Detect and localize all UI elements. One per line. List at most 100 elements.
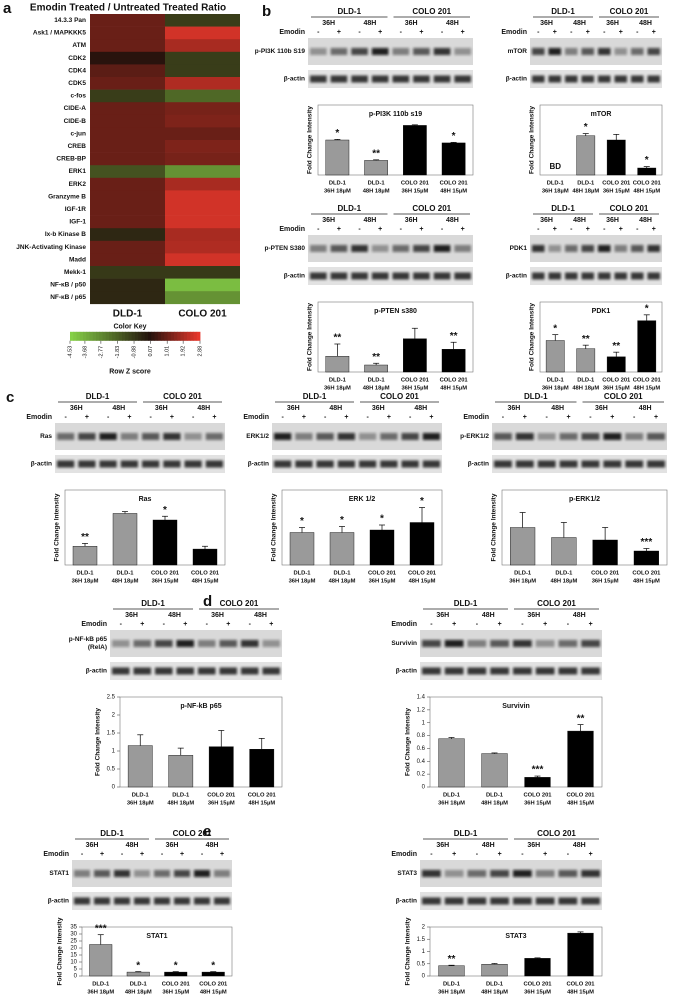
treatment-sign: - (317, 29, 320, 36)
x-tick-label: COLO 201 (440, 181, 469, 187)
time-label: 48H (363, 20, 376, 27)
treatment-sign: + (387, 414, 391, 421)
treatment-sign: + (85, 414, 89, 421)
bar (403, 338, 427, 373)
protein-label: ERK1/2 (246, 433, 269, 440)
group-label: COLO 201 (537, 829, 576, 838)
blot-band (134, 897, 150, 905)
treatment-sign: - (633, 414, 636, 421)
blot-membrane (530, 70, 662, 88)
treatment-sign: + (212, 414, 216, 421)
blot-band (422, 640, 441, 647)
treatment-sign: - (636, 226, 639, 233)
panel-label: b (262, 3, 271, 20)
heatmap-cell (165, 215, 240, 229)
x-tick-label: 48H 18µM (125, 990, 152, 996)
time-label: 48H (254, 612, 267, 619)
blot-band (490, 897, 509, 905)
blot-band (647, 48, 660, 55)
y-tick-label: 0.4 (417, 759, 426, 765)
color-key-swatch (128, 331, 133, 341)
color-key-swatch (92, 331, 97, 341)
blot-membrane (72, 892, 232, 910)
treatment-sign: - (201, 851, 204, 858)
blot-band (614, 48, 627, 55)
x-tick-label: DLD-1 (130, 982, 148, 988)
blot-band (444, 897, 464, 905)
group-label: COLO 201 (173, 829, 212, 838)
blot-band (413, 48, 430, 55)
significance: * (300, 516, 304, 527)
heatmap-cell (165, 177, 240, 191)
y-tick-label: 1 (112, 749, 116, 755)
panel-label: c (6, 389, 14, 406)
blot-band (310, 48, 327, 55)
color-key-title: Color Key (113, 324, 146, 331)
color-key-swatch (148, 331, 152, 341)
x-tick-label: 36H 18µM (289, 579, 316, 585)
significance: * (380, 514, 384, 525)
bar (441, 142, 466, 176)
x-tick-label: COLO 201 (633, 181, 662, 187)
chart-title: p-NF-kB p65 (180, 703, 221, 710)
heatmap-cell (90, 102, 165, 116)
protein-label: β-actin (506, 76, 527, 83)
bar (329, 532, 355, 566)
color-key-swatch (96, 331, 100, 341)
blot-band (548, 272, 561, 280)
time-label: 36H (125, 612, 138, 619)
treatment-sign: - (400, 29, 403, 36)
blot-band (120, 433, 138, 440)
color-key-swatch (151, 331, 155, 341)
y-tick-label: 2.5 (107, 695, 116, 701)
y-axis-label: Fold Change Intensity (271, 493, 278, 561)
panel-label: e (203, 823, 211, 840)
group-label: DLD-1 (100, 829, 124, 838)
blot-band (310, 245, 327, 252)
x-tick-label: 48H 15µM (409, 579, 436, 585)
protein-label: β-actin (396, 898, 417, 905)
x-tick-label: 36H 18µM (87, 990, 114, 996)
color-key-swatch (154, 331, 159, 341)
treatment-label: Emodin (279, 29, 305, 36)
treatment-sign: - (537, 29, 540, 36)
chart-title: ERK 1/2 (349, 496, 376, 503)
plot-frame (539, 104, 663, 176)
x-tick-label: 36H 18µM (324, 386, 351, 392)
x-tick-label: COLO 201 (151, 571, 180, 577)
blot-band (194, 870, 210, 877)
x-tick-label: 48H 18µM (572, 386, 599, 392)
treatment-sign: - (161, 851, 164, 858)
panel-label: a (3, 0, 12, 17)
group-label: DLD-1 (337, 7, 361, 16)
time-label: 36H (211, 612, 224, 619)
group-label: DLD-1 (454, 829, 478, 838)
x-tick-label: DLD-1 (555, 571, 573, 577)
protein-label: β-actin (506, 273, 527, 280)
x-tick-label: DLD-1 (172, 793, 190, 799)
blot-band (537, 433, 556, 440)
blot-band (515, 460, 534, 468)
x-tick-label: 48H 15µM (567, 990, 594, 996)
x-tick-label: 48H 15µM (440, 386, 467, 392)
y-tick-label: 1.2 (417, 707, 426, 713)
blot-band (565, 272, 578, 280)
time-label: 48H (206, 842, 219, 849)
x-tick-label: DLD-1 (76, 571, 94, 577)
x-tick-label: DLD-1 (329, 378, 347, 384)
group-label: COLO 201 (610, 204, 649, 213)
protein-label: β-actin (48, 898, 69, 905)
heatmap-cell (165, 140, 240, 153)
blot-band (444, 667, 464, 675)
blot-band (330, 48, 348, 55)
blot-band (310, 272, 327, 280)
blot-band (598, 48, 611, 55)
blot-band (351, 48, 368, 55)
bar (576, 348, 596, 373)
treatment-sign: - (149, 414, 152, 421)
heatmap-cell (90, 203, 165, 216)
protein-label: β-actin (284, 273, 305, 280)
blot-band (351, 75, 368, 83)
